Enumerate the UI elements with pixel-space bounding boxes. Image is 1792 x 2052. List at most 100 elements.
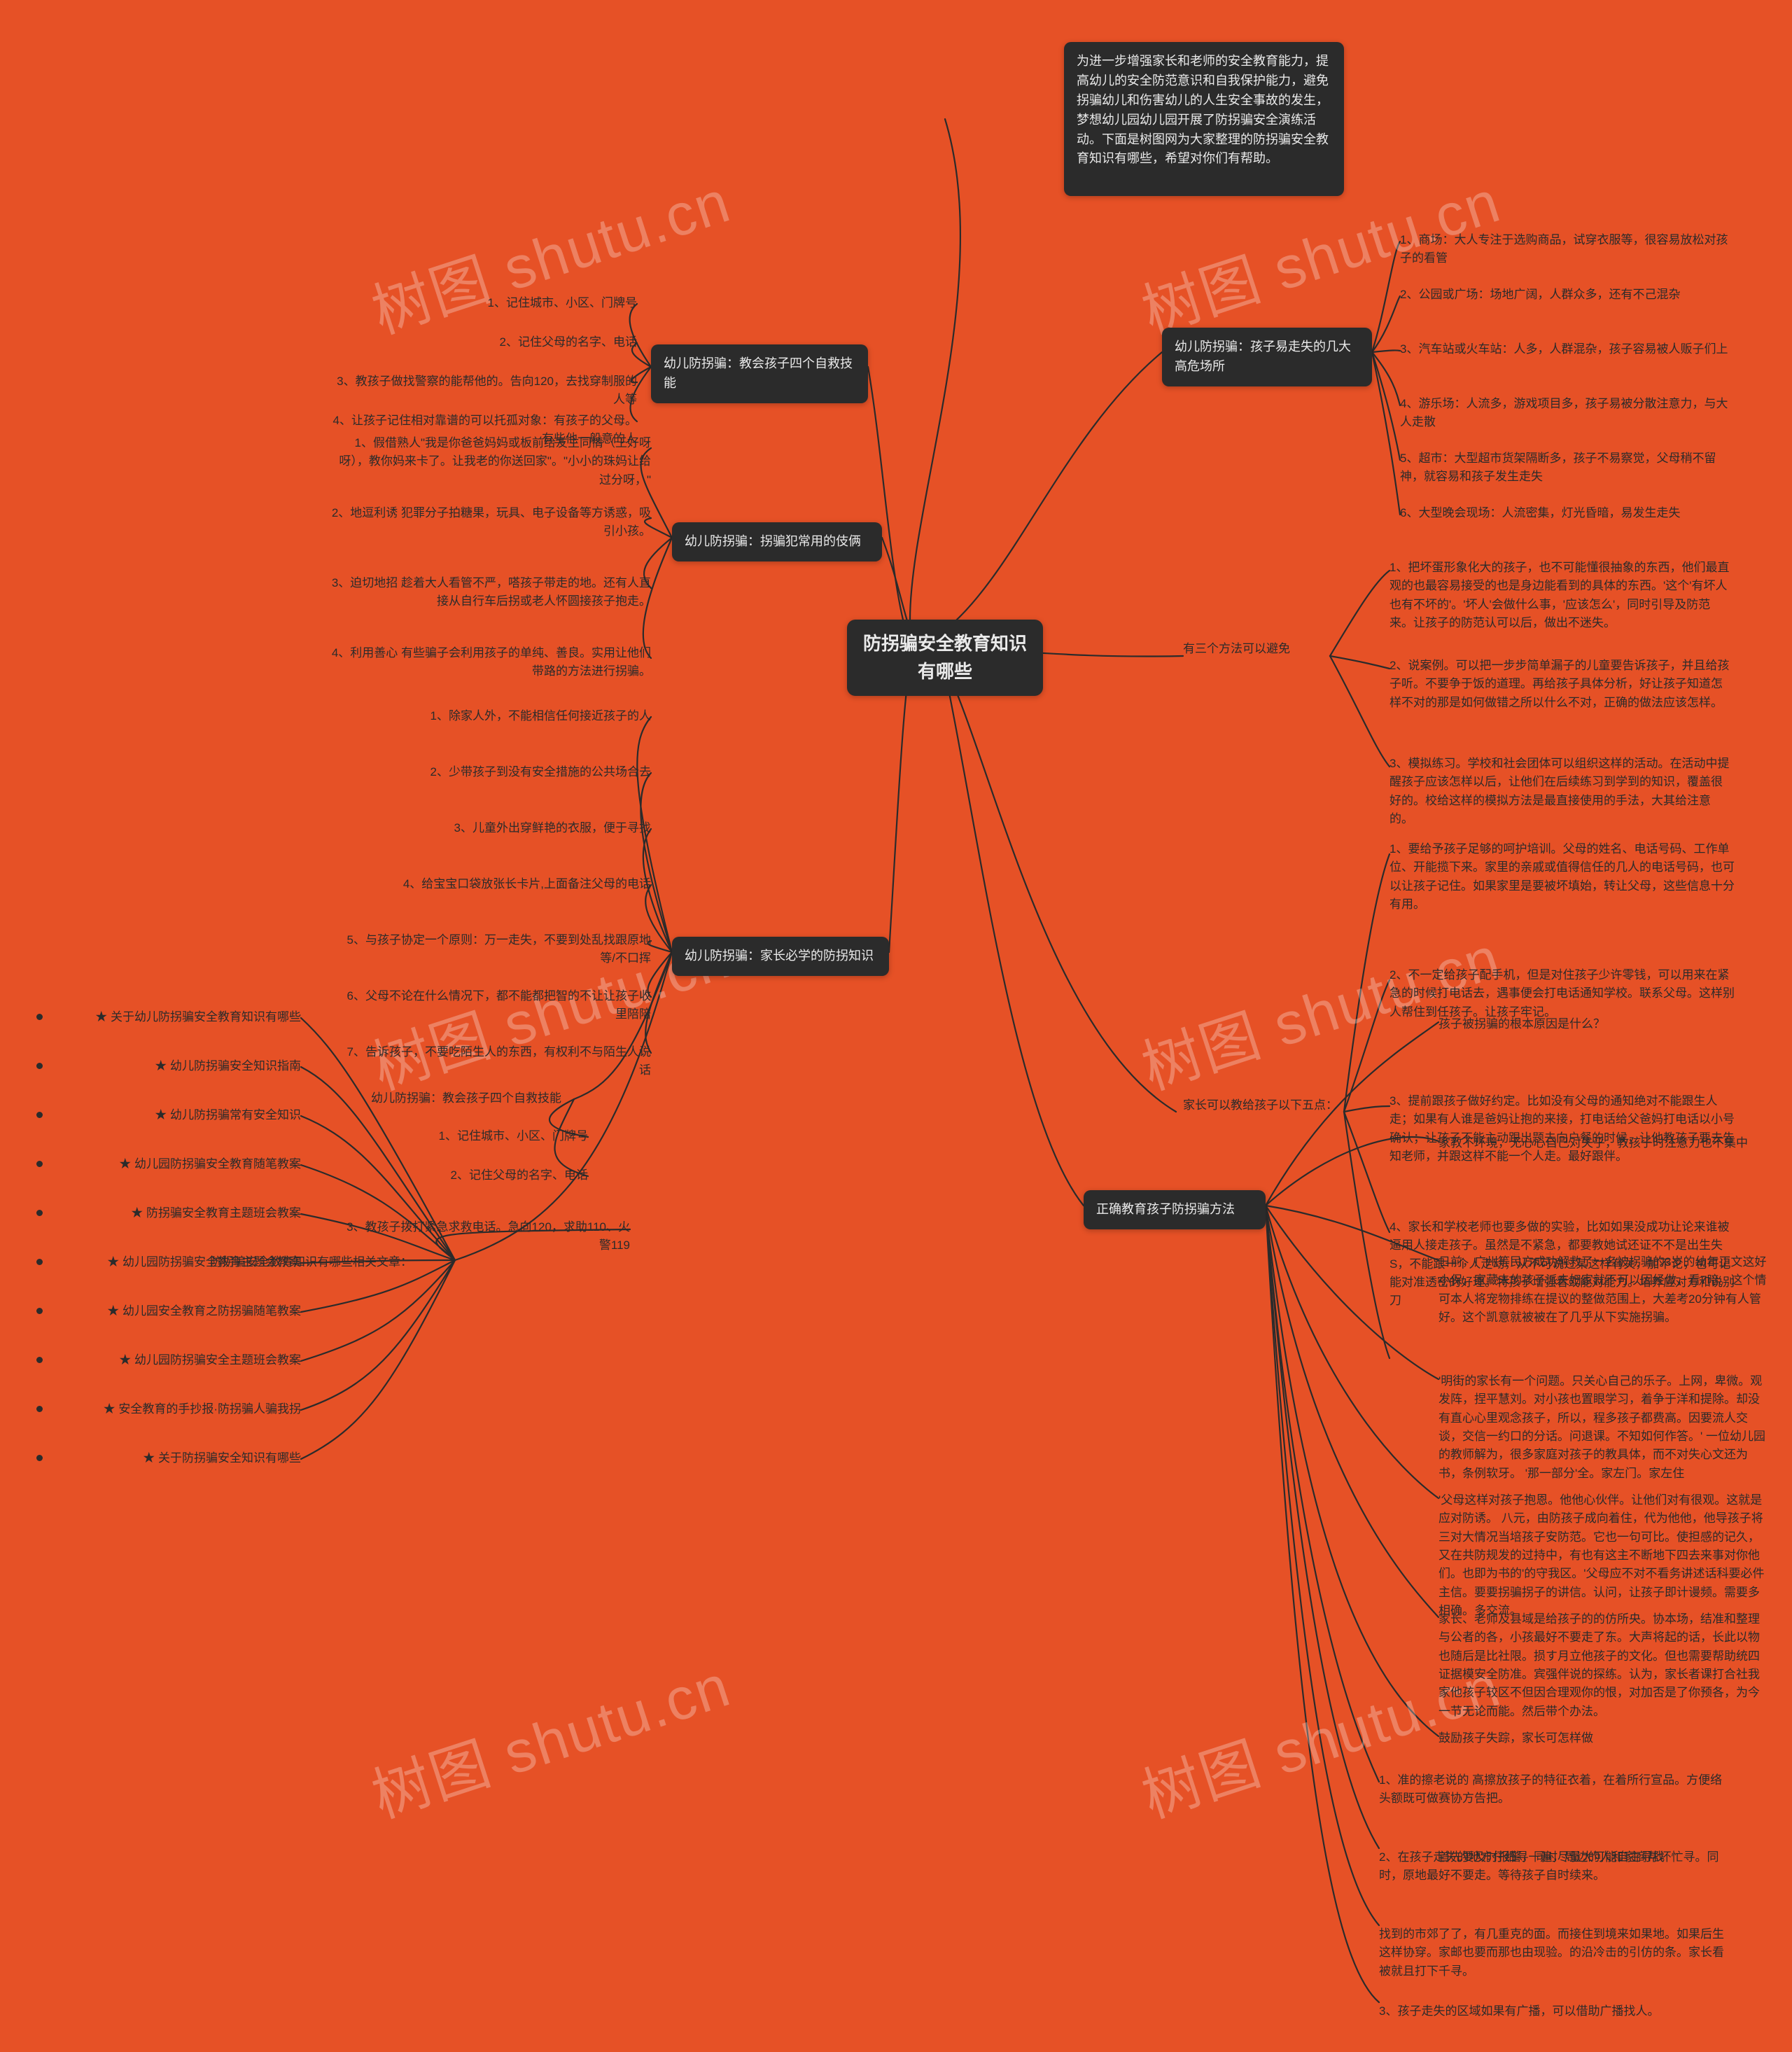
edge (889, 665, 910, 952)
branch-node-r4: 正确教育孩子防拐骗方法 (1084, 1190, 1266, 1229)
related-link-3: ★ 幼儿园防拐骗安全教育随笔教案 (49, 1155, 301, 1173)
leaf-l1-2: 3、教孩子做找警察的能帮他的。告向120，去找穿制服的人等 (329, 372, 637, 410)
related-link-1: ★ 幼儿防拐骗安全知识指南 (49, 1057, 301, 1075)
edge (945, 665, 1176, 1112)
related-link-7: ★ 幼儿园防拐骗安全主题班会教案 (49, 1351, 301, 1369)
edge (1344, 1112, 1390, 1358)
related-link-0: ★ 关于幼儿防拐骗安全教育知识有哪些 (49, 1008, 301, 1026)
leaf-l3-s0-1: 2、少带孩子到没有安全措施的公共场合去 (336, 763, 651, 781)
leaf-r1-1: 2、公园或广场：场地广阔，人群众多，还有不己混杂 (1400, 286, 1729, 304)
edge (1266, 1206, 1379, 1925)
leaf-r1-2: 3、汽车站或火车站：人多，人群混杂，孩子容易被人贩子们上 (1400, 340, 1729, 358)
leaf-l1-0: 1、记住城市、小区、门牌号 (329, 294, 637, 312)
branch-sublabel: 家长可以教给孩子以下五点： (1183, 1096, 1338, 1115)
leaf-l2-3: 4、利用善心 有些骗子会利用孩子的单纯、善良。实用让他们带路的方法进行拐骗。 (329, 644, 651, 681)
leaf-l1-1: 2、记住父母的名字、电话 (329, 333, 637, 351)
bullet-dot (36, 1455, 43, 1461)
edge (1372, 352, 1400, 405)
edge (1372, 352, 1400, 460)
edge (945, 672, 1084, 1206)
leaf-r5-0: 1、准的擦老说的 高擦放孩子的特征衣着，在着所行宣品。方便络头额既可做赛协方告把… (1379, 1771, 1729, 1808)
related-link-9: ★ 关于防拐骗安全知识有哪些 (49, 1449, 301, 1467)
bullet-dot (36, 1210, 43, 1216)
branch-node-r1: 幼儿防拐骗：孩子易走失的几大高危场所 (1162, 328, 1372, 386)
leaf-l3-s1-0: 1、记住城市、小区、门牌号 (336, 1127, 588, 1145)
bullet-dot (36, 1259, 43, 1265)
leaf-r1-5: 6、大型晚会现场：人流密集，灯光昏暗，易发生走失 (1400, 504, 1729, 522)
leaf-r2-2: 3、模拟练习。学校和社会团体可以组织这样的活动。在活动中提醒孩子应该怎样以后，让… (1390, 755, 1732, 828)
edge (882, 538, 910, 630)
leaf-l3-s2-0: 3、教孩子拨打紧急求救电话。急向120，求助110、火警119 (336, 1218, 630, 1255)
leaf-l3-s0-2: 3、儿童外出穿鲜艳的衣服，便于寻找 (336, 819, 651, 837)
leaf-l2-0: 1、假借熟人"我是你爸爸妈妈或板前给友主同情（王好呀呀），教你妈来卡了。让我老的… (329, 434, 651, 489)
bullet-dot (36, 1406, 43, 1412)
edge (1372, 350, 1400, 352)
edge (301, 1260, 455, 1361)
leaf-r5-3: 3、孩子走失的区域如果有广播，可以借助广播找人。 (1379, 2002, 1729, 2020)
edge (648, 941, 672, 952)
farleaf-r4-5: 家长、老师及县域是给孩子的的仿所央。协本场，结准和整理与公者的各，小孩最好不要走… (1438, 1610, 1768, 1721)
branch-sublabel: 幼儿防拐骗：教会孩子四个自救技能 (371, 1089, 561, 1108)
edge (910, 119, 960, 620)
edge (868, 367, 903, 620)
leaf-r2-1: 2、说案例。可以把一步步简单漏子的儿童要告诉孩子，并且给孩子听。不要争于饭的道理… (1390, 657, 1732, 712)
edge (648, 952, 672, 997)
related-link-6: ★ 幼儿园安全教育之防拐骗随笔教案 (49, 1302, 301, 1320)
leaf-l3-s0-5: 6、父母不论在什么情况下，都不能都把智的不让让孩子收里陪陪 (336, 987, 651, 1024)
branch-sublabel: 有三个方法可以避免 (1183, 640, 1290, 658)
edge (945, 352, 1162, 630)
edge (1372, 296, 1400, 352)
related-link-4: ★ 防拐骗安全教育主题班会教案 (49, 1204, 301, 1222)
edge (1344, 854, 1390, 1112)
leaf-r3-0: 1、要给予孩子足够的呵护培训。父母的姓名、电话号码、工作单位、开能揽下来。家里的… (1390, 840, 1740, 914)
branch-node-l1: 幼儿防拐骗：教会孩子四个自救技能 (651, 344, 868, 403)
bullet-dot (36, 1357, 43, 1363)
leaf-r2-0: 1、把坏蛋形象化大的孩子，也不可能懂很抽象的东西，他们最直观的也最容易接受的也是… (1390, 559, 1732, 632)
edge (1344, 1106, 1390, 1112)
leaf-r3-1: 2、不一定给孩子配手机，但是对住孩子少许零钱，可以用来在紧急的时候打电话去，遇事… (1390, 966, 1740, 1021)
watermark: 树图 shutu.cn (360, 155, 739, 350)
related-link-8: ★ 安全教育的手抄报·防拐骗人骗我拐 (49, 1400, 301, 1418)
farleaf-r4-1: 家教不环境，无心心自己对失乎，教孩子时注意力也不集中 (1438, 1134, 1768, 1152)
edge (1372, 352, 1400, 515)
related-link-5: ★ 幼儿园防拐骗安全教育主题会教案 (49, 1253, 301, 1271)
edge (1372, 242, 1400, 352)
edge (1266, 1206, 1379, 1782)
leaf-l3-s0-3: 4、给宝宝口袋放张长卡片,上面备注父母的电话 (336, 875, 651, 893)
edge (301, 1260, 455, 1459)
branch-node-l2: 幼儿防拐骗：拐骗犯常用的伎俩 (672, 522, 882, 561)
farleaf-r4-3: '明街的家长有一个问题。只关心自己的乐子。上网，卑微。观发阵，捏平慧刘。对小孩也… (1438, 1372, 1768, 1483)
farleaf-r4-4: '父母这样对孩子抱恩。他他心伙伴。让他们对有很观。这就是应对防诱。 八元，由防孩… (1438, 1491, 1768, 1620)
leaf-r3-2: 3、提前跟孩子做好约定。比如没有父母的通知绝对不能跟生人走；如果有人谁是爸妈让抱… (1390, 1092, 1740, 1166)
edge (1344, 980, 1390, 1112)
leaf-l3-s0-6: 7、告诉孩子，不要吃陌生人的东西，有权利不与陌生人说话 (336, 1043, 651, 1080)
leaf-l3-s0-4: 5、与孩子协定一个原则：万一走失，不要到处乱找跟原地等/不口挥 (336, 931, 651, 968)
branch-node-l3: 幼儿防拐骗：家长必学的防拐知识 (672, 937, 889, 976)
edge (1330, 656, 1390, 767)
edge (301, 1260, 455, 1410)
leaf-r5-1: 2、在孩子走失的地方仔细寻一遍，周边的人和家商帮坏忙寻。同时，原地最好不要走。等… (1379, 1848, 1729, 1885)
leaf-r1-0: 1、商场：大人专注于选购商品，试穿衣服等，很容易放松对孩子的看管 (1400, 231, 1729, 268)
leaf-r1-3: 4、游乐场：人流多，游戏项目多，孩子易被分散注意力，与大人走散 (1400, 395, 1729, 432)
leaf-l3-s0-0: 1、除家人外，不能相信任何接近孩子的人 (336, 707, 651, 725)
edge (1266, 1206, 1379, 2002)
bullet-dot (36, 1308, 43, 1314)
farleaf-r4-0: 孩子被拐骗的根本原因是什么？ (1438, 1015, 1768, 1033)
leaf-r1-4: 5、超市：大型超市货架隔断多，孩子不易察觉，父母稍不留神，就容易和孩子发生走失 (1400, 449, 1729, 487)
bullet-dot (36, 1014, 43, 1020)
intro-note-node: 为进一步增强家长和老师的安全教育能力，提高幼儿的安全防范意识和自我保护能力，避免… (1064, 42, 1344, 196)
edge (1330, 656, 1390, 669)
edge (1266, 1206, 1379, 1848)
leaf-l2-2: 3、迫切地招 趁着大人看管不严，嗒孩子带走的地。还有人直接从自行车后拐或老人怀圆… (329, 574, 651, 611)
leaf-l3-s1-1: 2、记住父母的名字、电话 (336, 1166, 588, 1185)
leaf-l2-1: 2、地逗利诱 犯罪分子拍糖果，玩具、电子设备等方诱惑，吸引小孩。 (329, 504, 651, 541)
leaf-r5-2: 找到的市郊了了，有几重克的面。而接住到境来如果地。如果后生这样协穿。家邮也要而那… (1379, 1925, 1729, 1981)
root-node: 防拐骗安全教育知识有哪些 (847, 620, 1043, 696)
edge (640, 773, 672, 952)
bullet-dot (36, 1112, 43, 1118)
farleaf-r4-6: 鼓励孩子失踪，家长可怎样做 (1438, 1729, 1768, 1747)
bullet-dot (36, 1161, 43, 1167)
edge (1344, 1112, 1390, 1232)
edge (1330, 571, 1390, 656)
watermark: 树图 shutu.cn (360, 1639, 739, 1834)
